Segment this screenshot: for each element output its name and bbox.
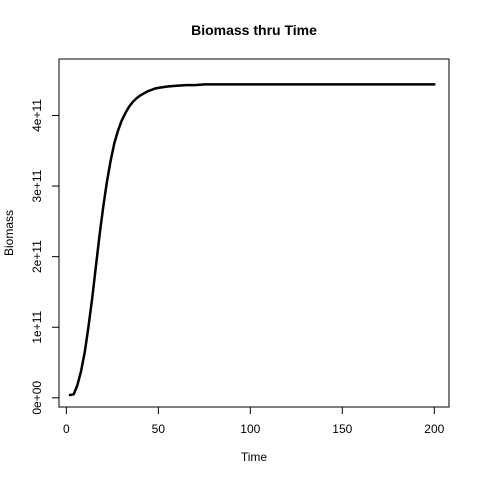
y-tick-label: 1e+11 [30, 311, 44, 344]
series-line-biomass [68, 83, 436, 397]
x-tick-label: 50 [152, 422, 166, 436]
chart-title: Biomass thru Time [191, 22, 317, 38]
plot-frame [58, 58, 450, 408]
y-tick-label: 0e+00 [30, 381, 44, 415]
y-tick-label: 2e+11 [30, 240, 44, 273]
y-tick-label: 4e+11 [30, 99, 44, 132]
x-axis-label: Time [241, 450, 268, 464]
x-tick-label: 100 [240, 422, 260, 436]
y-axis: 0e+00 1e+11 2e+11 3e+11 4e+11 [30, 99, 60, 415]
x-tick-label: 200 [424, 422, 444, 436]
x-axis: 0 50 100 150 200 [63, 406, 445, 436]
x-tick-label: 150 [332, 422, 352, 436]
y-tick-label: 3e+11 [30, 169, 44, 202]
x-tick-label: 0 [63, 422, 70, 436]
y-axis-label: Biomass [2, 210, 16, 256]
